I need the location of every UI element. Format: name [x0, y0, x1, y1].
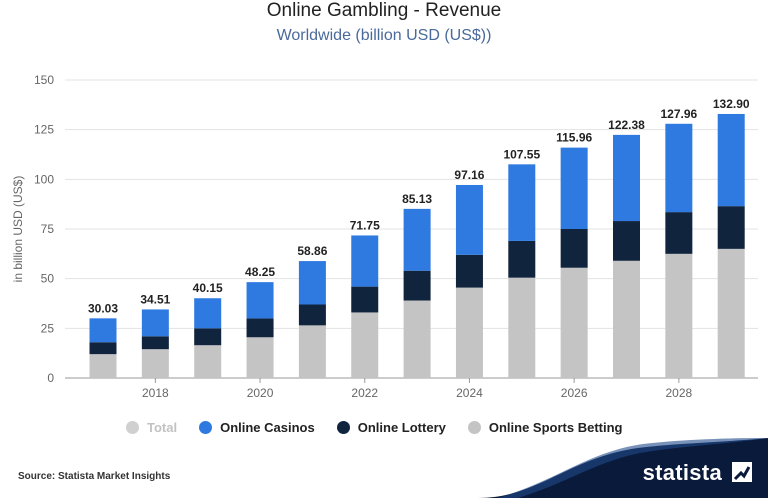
bar-online-lottery-2029 — [717, 206, 745, 249]
bar-online-casinos-2027 — [613, 134, 640, 222]
total-label-2017: 30.03 — [88, 301, 118, 315]
bar-online-sports-betting-2029 — [717, 248, 745, 378]
bar-online-casinos-2023 — [403, 208, 431, 271]
bar-online-casinos-2018 — [141, 309, 169, 337]
total-label-2024: 97.16 — [454, 168, 484, 182]
bar-online-lottery-2025 — [508, 240, 536, 278]
legend-swatch-online-sports-betting — [467, 420, 481, 434]
bar-online-sports-betting-2021 — [298, 325, 326, 378]
x-tick-label-2026: 2026 — [561, 386, 588, 400]
bar-online-casinos-2019 — [194, 298, 222, 329]
bar-online-sports-betting-2026 — [560, 267, 588, 378]
bar-online-lottery-2022 — [351, 286, 379, 313]
x-tick-label-2018: 2018 — [142, 386, 169, 400]
y-tick-label-150: 150 — [34, 73, 54, 87]
total-label-2026: 115.96 — [556, 131, 592, 145]
source-note: Source: Statista Market Insights — [18, 471, 171, 482]
bar-online-sports-betting-2022 — [351, 312, 379, 378]
total-label-2027: 122.38 — [608, 118, 645, 132]
legend-item-total[interactable]: Total — [126, 420, 177, 435]
bar-online-sports-betting-2018 — [141, 349, 169, 378]
legend-item-online-casinos[interactable]: Online Casinos — [199, 420, 315, 435]
bar-online-sports-betting-2023 — [403, 300, 431, 378]
bar-online-sports-betting-2024 — [455, 287, 483, 378]
bar-online-casinos-2020 — [246, 282, 274, 319]
bar-online-lottery-2021 — [298, 304, 326, 326]
bar-online-sports-betting-2025 — [508, 277, 536, 378]
bar-online-lottery-2026 — [560, 229, 588, 268]
total-label-2018: 34.51 — [140, 292, 170, 306]
y-tick-label-25: 25 — [41, 321, 55, 335]
total-label-2022: 71.75 — [350, 218, 380, 232]
statista-logo-icon — [732, 462, 752, 482]
bar-online-sports-betting-2028 — [665, 253, 693, 378]
total-label-2020: 48.25 — [245, 265, 275, 279]
total-label-2023: 85.13 — [402, 192, 432, 206]
x-tick-label-2020: 2020 — [247, 386, 274, 400]
legend-label-total: Total — [147, 419, 178, 435]
bar-online-lottery-2024 — [455, 254, 483, 288]
bar-online-lottery-2023 — [403, 270, 431, 301]
total-label-2025: 107.55 — [503, 147, 540, 161]
bar-online-casinos-2028 — [665, 123, 693, 213]
bar-online-lottery-2027 — [613, 221, 640, 261]
legend-label-online-casinos: Online Casinos — [220, 419, 315, 435]
y-tick-label-0: 0 — [47, 371, 54, 385]
y-tick-label-75: 75 — [41, 222, 55, 236]
bar-online-sports-betting-2020 — [246, 337, 274, 378]
bar-online-lottery-2020 — [246, 318, 274, 338]
x-tick-label-2022: 2022 — [351, 386, 378, 400]
bar-online-casinos-2022 — [351, 235, 379, 287]
bar-online-lottery-2018 — [141, 336, 169, 350]
chart-legend: Total Online Casinos Online Lottery Onli… — [126, 417, 644, 437]
legend-item-online-sports-betting[interactable]: Online Sports Betting — [467, 419, 623, 435]
bar-online-lottery-2017 — [89, 342, 117, 355]
legend-label-online-lottery: Online Lottery — [357, 419, 446, 435]
y-axis-title: in billion USD (US$) — [11, 176, 25, 283]
total-label-2021: 58.86 — [297, 244, 327, 258]
bar-online-casinos-2025 — [508, 164, 536, 241]
bar-online-sports-betting-2027 — [613, 260, 640, 378]
chart-title: Online Gambling - Revenue — [266, 0, 502, 21]
legend-item-online-lottery[interactable]: Online Lottery — [336, 419, 446, 435]
legend-label-online-sports-betting: Online Sports Betting — [488, 419, 623, 435]
bar-online-casinos-2017 — [89, 318, 117, 343]
bar-online-casinos-2029 — [717, 113, 745, 207]
x-tick-label-2028: 2028 — [665, 386, 692, 400]
bar-online-casinos-2024 — [455, 184, 483, 255]
y-tick-label-125: 125 — [34, 123, 54, 137]
brand-wordmark: statista — [642, 460, 722, 485]
bar-online-lottery-2019 — [194, 328, 222, 346]
chart-subtitle: Worldwide (billion USD (US$)) — [276, 27, 492, 44]
total-label-2028: 127.96 — [660, 107, 697, 121]
bar-online-sports-betting-2019 — [194, 345, 222, 378]
y-tick-label-100: 100 — [34, 172, 54, 186]
y-tick-label-50: 50 — [41, 272, 55, 286]
x-tick-label-2024: 2024 — [456, 386, 483, 400]
bar-online-lottery-2028 — [665, 212, 693, 254]
legend-swatch-online-casinos — [199, 420, 213, 434]
legend-swatch-online-lottery — [336, 420, 350, 434]
bar-online-casinos-2026 — [560, 147, 588, 229]
total-label-2019: 40.15 — [193, 281, 223, 295]
legend-swatch-total — [126, 420, 139, 434]
bar-online-casinos-2021 — [298, 261, 326, 305]
bar-online-sports-betting-2017 — [89, 354, 117, 378]
statista-brand-banner[interactable]: statista — [478, 438, 768, 498]
brand-banner-shape — [478, 438, 768, 498]
total-label-2029: 132.90 — [713, 97, 750, 111]
